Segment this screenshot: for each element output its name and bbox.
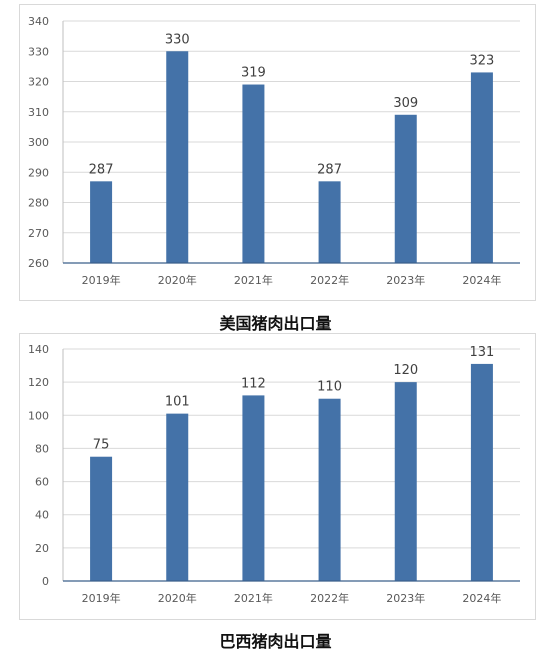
brazil-y-tick-label: 0 xyxy=(42,575,49,588)
us-data-label: 323 xyxy=(470,53,495,68)
us-data-label: 330 xyxy=(165,32,190,47)
us-y-tick-label: 310 xyxy=(28,106,49,119)
us-data-label: 319 xyxy=(241,66,266,81)
us-pork-export-chart: 260 270 280 290 300 310 320 330 340 287 2019年 330 20… xyxy=(28,15,520,287)
us-data-label: 287 xyxy=(89,162,114,177)
brazil-bar xyxy=(318,398,341,581)
brazil-data-label: 120 xyxy=(393,363,418,378)
us-data-label: 287 xyxy=(317,162,342,177)
brazil-data-label: 75 xyxy=(93,438,110,453)
us-y-tick-label: 270 xyxy=(28,227,49,240)
us-y-tick-label: 300 xyxy=(28,136,49,149)
brazil-y-tick-label: 80 xyxy=(35,442,49,455)
us-bar xyxy=(318,181,341,263)
us-category-label: 2022年 xyxy=(310,273,349,287)
us-category-label: 2020年 xyxy=(158,273,197,287)
brazil-y-tick-label: 100 xyxy=(28,409,49,422)
brazil-y-tick-label: 20 xyxy=(35,542,49,555)
us-y-tick-label: 320 xyxy=(28,76,49,89)
us-y-tick-label: 290 xyxy=(28,166,49,179)
us-bar xyxy=(242,84,265,264)
brazil-y-tick-label: 60 xyxy=(35,476,49,489)
brazil-category-label: 2021年 xyxy=(234,591,273,605)
brazil-bar xyxy=(166,413,189,581)
brazil-category-label: 2022年 xyxy=(310,591,349,605)
brazil-data-label: 112 xyxy=(241,376,266,391)
us-chart-title: 美国猪肉出口量 xyxy=(219,314,332,333)
us-data-label: 309 xyxy=(393,96,418,111)
brazil-data-label: 101 xyxy=(165,395,190,410)
brazil-category-label: 2019年 xyxy=(82,591,121,605)
brazil-y-tick-label: 140 xyxy=(28,343,49,356)
us-y-tick-label: 330 xyxy=(28,45,49,58)
us-bar xyxy=(166,51,189,263)
us-y-tick-label: 340 xyxy=(28,15,49,28)
brazil-category-label: 2024年 xyxy=(462,591,501,605)
brazil-chart-panel: 0 20 40 60 80 100 120 140 75 2019年 101 2020年 112 2021… xyxy=(19,333,536,620)
us-bar xyxy=(470,72,493,263)
us-category-label: 2023年 xyxy=(386,273,425,287)
us-bar xyxy=(394,114,417,264)
us-category-label: 2024年 xyxy=(462,273,501,287)
brazil-pork-export-chart: 0 20 40 60 80 100 120 140 75 2019年 101 2020年 112 2021… xyxy=(28,343,520,605)
us-category-label: 2019年 xyxy=(82,273,121,287)
us-category-label: 2021年 xyxy=(234,273,273,287)
brazil-bar xyxy=(394,382,417,581)
brazil-category-label: 2020年 xyxy=(158,591,197,605)
us-y-tick-label: 280 xyxy=(28,197,49,210)
brazil-category-label: 2023年 xyxy=(386,591,425,605)
brazil-bar xyxy=(90,456,113,581)
us-y-tick-label: 260 xyxy=(28,257,49,270)
us-bar xyxy=(90,181,113,263)
brazil-bar xyxy=(470,363,493,581)
brazil-chart-title: 巴西猪肉出口量 xyxy=(219,632,332,651)
brazil-data-label: 110 xyxy=(317,380,342,395)
brazil-data-label: 131 xyxy=(470,345,495,360)
brazil-bar xyxy=(242,395,265,581)
brazil-y-tick-label: 40 xyxy=(35,509,49,522)
us-chart-panel: 260 270 280 290 300 310 320 330 340 287 2019年 330 20… xyxy=(19,4,536,301)
brazil-y-tick-label: 120 xyxy=(28,376,49,389)
